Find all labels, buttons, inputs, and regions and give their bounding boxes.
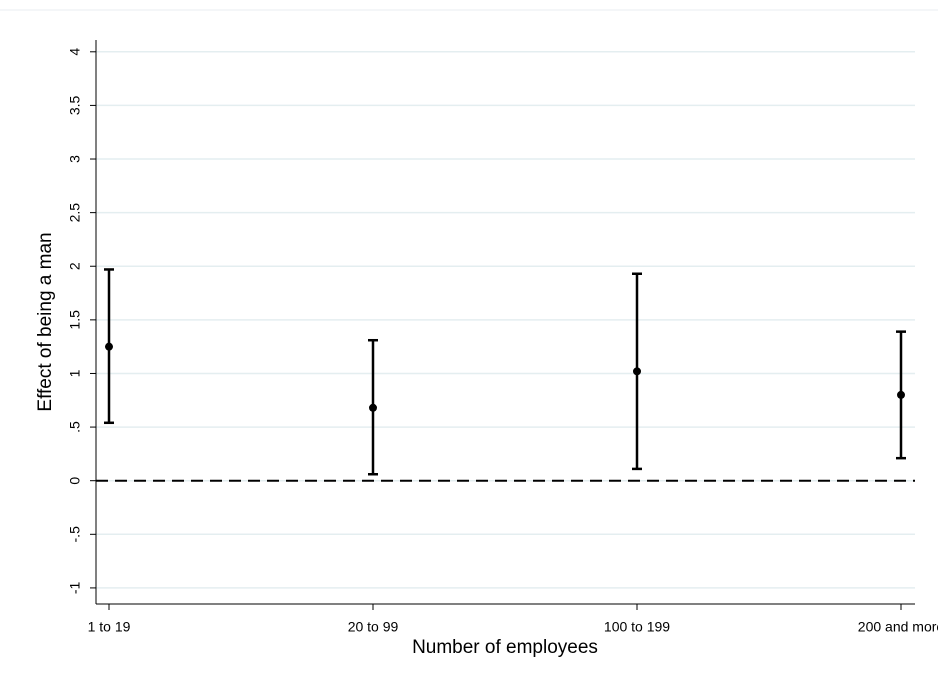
y-tick-label: 4 xyxy=(67,48,83,56)
y-axis-title: Effect of being a man xyxy=(35,232,56,411)
x-tick-label: 1 to 19 xyxy=(88,619,131,635)
y-tick-label: 2 xyxy=(67,262,83,270)
x-tick-label: 100 to 199 xyxy=(604,619,670,635)
point xyxy=(633,367,641,376)
y-tick-label: -1 xyxy=(67,581,83,594)
y-tick-label: 3 xyxy=(67,155,83,163)
x-tick-label: 200 and more xyxy=(858,619,938,635)
y-tick-label: 3.5 xyxy=(67,95,83,115)
y-tick-label: 2.5 xyxy=(67,203,83,223)
x-axis-title: Number of employees xyxy=(412,637,598,658)
y-tick-label: -.5 xyxy=(67,526,83,543)
point xyxy=(369,403,377,412)
y-tick-label: 0 xyxy=(67,477,83,485)
y-tick-label: 1 xyxy=(67,369,83,377)
point xyxy=(105,342,113,351)
point xyxy=(897,390,905,399)
y-tick-label: .5 xyxy=(67,421,83,433)
x-tick-label: 20 to 99 xyxy=(348,619,399,635)
y-tick-label: 1.5 xyxy=(67,310,83,330)
